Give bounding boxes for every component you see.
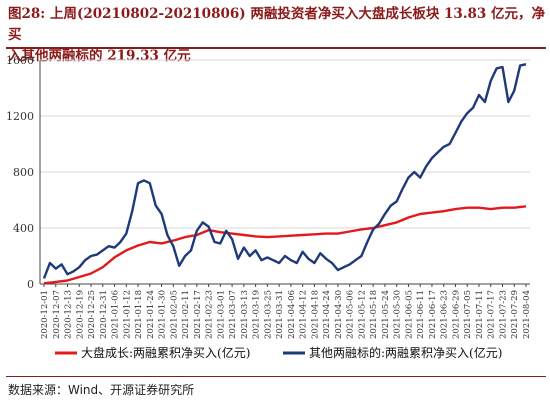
x-tick-label: 2021-02-17 — [193, 290, 203, 339]
x-tick-label: 2021-02-23 — [205, 290, 215, 339]
x-tick-label: 2021-06-23 — [440, 290, 450, 339]
x-tick-label: 2021-06-29 — [451, 290, 461, 339]
x-tick-label: 2021-04-06 — [287, 290, 297, 339]
x-tick-label: 2021-01-12 — [122, 290, 132, 339]
x-tick-label: 2021-05-06 — [346, 290, 356, 339]
x-tick-label: 2021-06-05 — [404, 290, 414, 339]
chart-title-line-1: 图28: 上周(20210802-20210806) 两融投资者净买入大盘成长板… — [8, 6, 546, 43]
x-tick-label: 2021-05-24 — [381, 290, 391, 339]
x-tick-label: 2020-12-13 — [64, 290, 74, 339]
x-tick-label: 2021-01-18 — [134, 290, 144, 339]
x-tick-label: 2021-08-04 — [522, 290, 532, 339]
x-tick-label: 2021-05-30 — [393, 290, 403, 339]
x-tick-label: 2021-04-30 — [334, 290, 344, 339]
x-tick-label: 2021-01-30 — [158, 290, 168, 339]
y-tick-label: 1600 — [6, 54, 34, 67]
x-tick-label: 2021-06-17 — [428, 290, 438, 339]
y-tick-label: 400 — [13, 222, 34, 235]
x-tick-label: 2021-03-13 — [240, 290, 250, 339]
x-tick-label: 2021-03-19 — [252, 290, 262, 339]
x-tick-label: 2021-07-17 — [487, 290, 497, 339]
data-source: 数据来源：Wind、开源证券研究所 — [8, 383, 195, 397]
x-tick-label: 2020-12-19 — [75, 290, 85, 339]
x-tick-label: 2020-12-25 — [87, 290, 97, 339]
x-tick-label: 2021-04-18 — [310, 290, 320, 339]
series-line-other-margin-targets — [42, 63, 527, 279]
x-tick-label: 2021-03-31 — [275, 290, 285, 339]
series-line-large-cap-growth — [43, 205, 527, 285]
x-tick-label: 2021-07-05 — [463, 290, 473, 339]
x-tick-label: 2021-02-05 — [169, 290, 179, 339]
legend-label-other-margin-targets: 其他两融标的:两融累积净买入(亿元) — [309, 345, 502, 360]
x-tick-label: 2021-02-11 — [181, 290, 191, 339]
legend-label-large-cap-growth: 大盘成长:两融累积净买入(亿元) — [81, 345, 250, 360]
x-tick-label: 2021-04-24 — [322, 290, 332, 339]
y-tick-label: 1200 — [6, 110, 34, 123]
x-tick-label: 2021-03-07 — [228, 290, 238, 339]
y-tick-label: 0 — [27, 278, 34, 291]
x-tick-label: 2021-07-23 — [498, 290, 508, 339]
x-tick-label: 2021-04-12 — [299, 290, 309, 339]
x-axis-ticks: 2020-12-01 2020-12-07 2020-12-13 2020-12-19… — [40, 284, 532, 339]
title-divider — [6, 47, 546, 49]
x-tick-label: 2021-03-01 — [216, 290, 226, 339]
x-tick-label: 2021-05-12 — [357, 290, 367, 339]
x-tick-label: 2020-12-01 — [40, 290, 50, 339]
x-tick-label: 2021-05-18 — [369, 290, 379, 339]
footer-divider — [6, 376, 546, 377]
x-tick-label: 2021-01-06 — [111, 290, 121, 339]
gridlines — [40, 59, 530, 229]
x-tick-label: 2021-03-25 — [263, 290, 273, 339]
x-tick-label: 2020-12-31 — [99, 290, 109, 339]
axes — [39, 60, 530, 285]
series-lines — [42, 63, 527, 285]
x-tick-label: 2021-07-11 — [475, 290, 485, 339]
x-tick-label: 2020-12-07 — [52, 290, 62, 339]
x-tick-label: 2021-06-11 — [416, 290, 426, 339]
x-tick-label: 2021-01-24 — [146, 290, 156, 339]
legend: 大盘成长:两融累积净买入(亿元) 其他两融标的:两融累积净买入(亿元) — [55, 345, 502, 360]
y-tick-label: 800 — [13, 166, 34, 179]
x-tick-label: 2021-07-29 — [510, 290, 520, 339]
y-axis-ticks: 0 400 800 1200 1600 — [6, 54, 34, 291]
